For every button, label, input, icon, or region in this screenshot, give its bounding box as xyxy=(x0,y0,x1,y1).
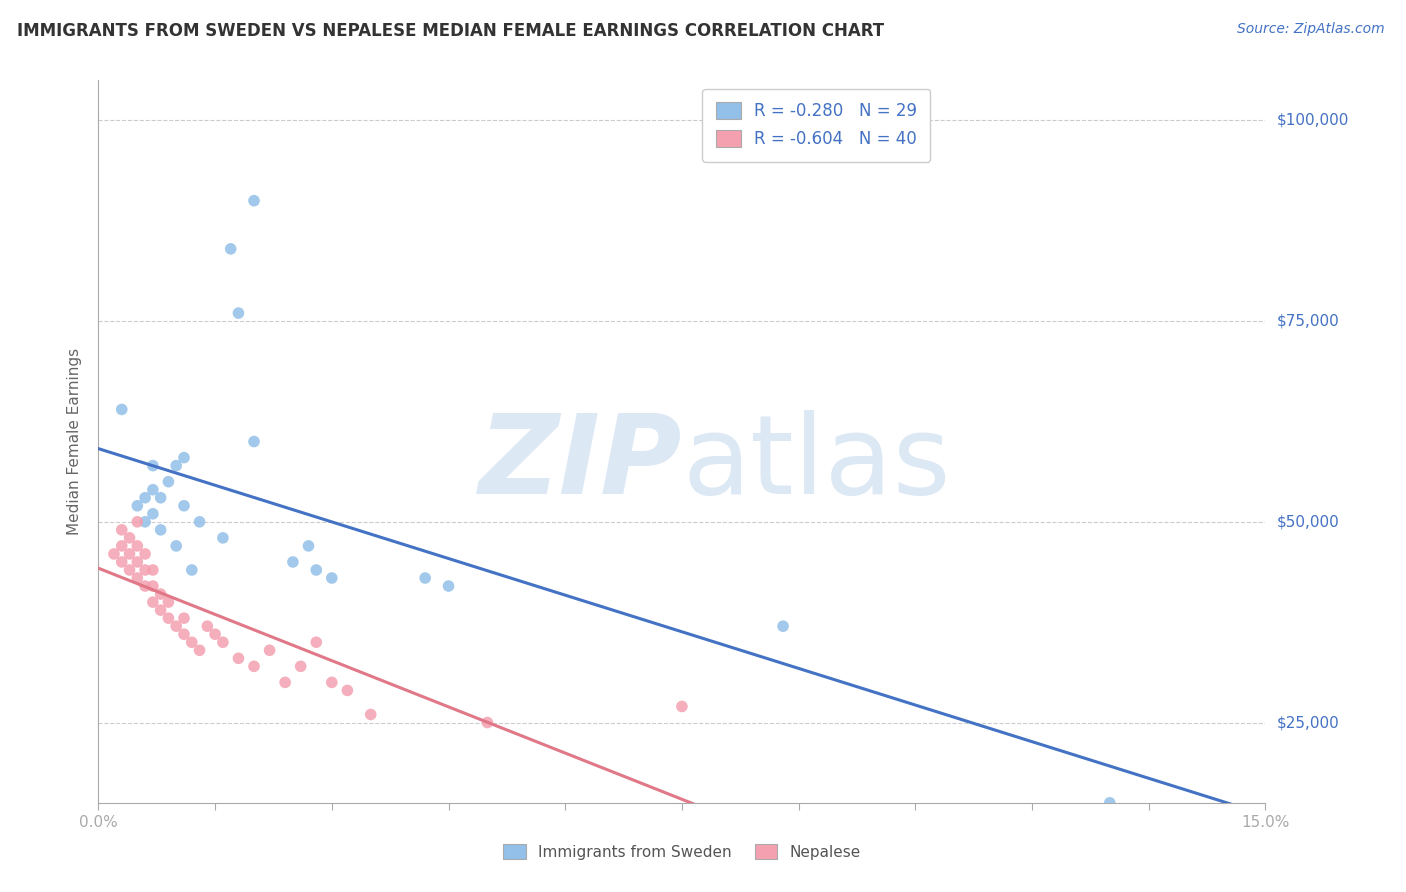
Point xyxy=(134,491,156,505)
Point xyxy=(243,659,266,673)
Point xyxy=(134,563,156,577)
Point xyxy=(165,619,187,633)
Point xyxy=(413,571,436,585)
Legend: Immigrants from Sweden, Nepalese: Immigrants from Sweden, Nepalese xyxy=(495,836,869,867)
Point xyxy=(111,523,134,537)
Point xyxy=(103,547,125,561)
Point xyxy=(118,563,141,577)
Point xyxy=(111,402,134,417)
Point xyxy=(165,458,187,473)
Point xyxy=(437,579,460,593)
Point xyxy=(127,555,149,569)
Point xyxy=(243,434,266,449)
Point xyxy=(165,539,187,553)
Point xyxy=(180,563,202,577)
Point xyxy=(212,531,235,545)
Point xyxy=(149,491,172,505)
Point xyxy=(305,635,328,649)
Text: $75,000: $75,000 xyxy=(1277,314,1340,328)
Point xyxy=(305,563,328,577)
Point xyxy=(212,635,235,649)
Point xyxy=(173,450,195,465)
Point xyxy=(173,499,195,513)
Point xyxy=(149,587,172,601)
Point xyxy=(243,194,266,208)
Text: $25,000: $25,000 xyxy=(1277,715,1340,730)
Point xyxy=(173,627,195,641)
Point xyxy=(142,563,165,577)
Point xyxy=(142,483,165,497)
Point xyxy=(1098,796,1121,810)
Point xyxy=(127,539,149,553)
Point xyxy=(321,571,343,585)
Point xyxy=(188,515,211,529)
Point xyxy=(477,715,499,730)
Point xyxy=(127,499,149,513)
Text: ZIP: ZIP xyxy=(478,409,682,516)
Point xyxy=(671,699,693,714)
Point xyxy=(173,611,195,625)
Point xyxy=(188,643,211,657)
Point xyxy=(259,643,281,657)
Point xyxy=(204,627,226,641)
Text: $50,000: $50,000 xyxy=(1277,515,1340,529)
Point xyxy=(157,475,180,489)
Point xyxy=(274,675,297,690)
Text: IMMIGRANTS FROM SWEDEN VS NEPALESE MEDIAN FEMALE EARNINGS CORRELATION CHART: IMMIGRANTS FROM SWEDEN VS NEPALESE MEDIA… xyxy=(17,22,884,40)
Point xyxy=(134,547,156,561)
Point xyxy=(360,707,382,722)
Text: $100,000: $100,000 xyxy=(1277,113,1348,128)
Point xyxy=(134,515,156,529)
Point xyxy=(149,523,172,537)
Point xyxy=(195,619,218,633)
Point xyxy=(180,635,202,649)
Point xyxy=(134,579,156,593)
Point xyxy=(297,539,319,553)
Y-axis label: Median Female Earnings: Median Female Earnings xyxy=(67,348,83,535)
Point xyxy=(142,579,165,593)
Point xyxy=(157,611,180,625)
Point xyxy=(219,242,242,256)
Point xyxy=(290,659,312,673)
Point xyxy=(118,547,141,561)
Point xyxy=(336,683,359,698)
Point xyxy=(228,306,250,320)
Point xyxy=(149,603,172,617)
Point xyxy=(142,458,165,473)
Point xyxy=(281,555,304,569)
Point xyxy=(142,595,165,609)
Point xyxy=(772,619,794,633)
Point xyxy=(228,651,250,665)
Point xyxy=(118,531,141,545)
Point xyxy=(157,595,180,609)
Point xyxy=(142,507,165,521)
Text: Source: ZipAtlas.com: Source: ZipAtlas.com xyxy=(1237,22,1385,37)
Point xyxy=(111,539,134,553)
Point xyxy=(127,515,149,529)
Point xyxy=(321,675,343,690)
Point xyxy=(111,555,134,569)
Point xyxy=(127,571,149,585)
Text: atlas: atlas xyxy=(682,409,950,516)
